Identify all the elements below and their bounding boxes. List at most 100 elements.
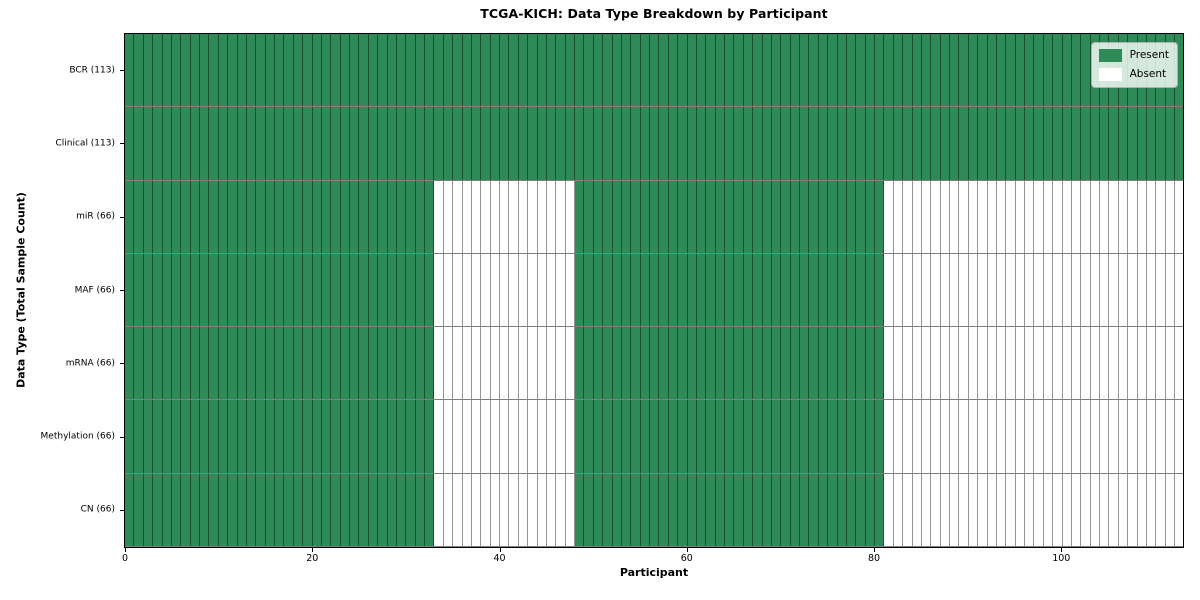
heatmap-cell-absent [546,473,557,546]
heatmap-cell-absent [950,327,960,400]
heatmap-cell-present [650,180,660,253]
heatmap-cell-present [200,473,210,546]
heatmap-cell-present [396,400,407,473]
heatmap-cell-present [678,253,688,327]
heatmap-cell-present [340,180,350,253]
heatmap-cell-present [171,253,182,327]
heatmap-cell-absent [1137,400,1147,473]
heatmap-cell-present [753,107,763,180]
heatmap-cell-absent [1053,473,1063,546]
heatmap-cell-present [687,253,697,327]
heatmap-cell-present [603,253,613,327]
heatmap-cell-present [631,473,641,546]
heatmap-cell-present [331,180,341,253]
heatmap-cell-present [293,34,304,107]
heatmap-cell-present [725,400,735,473]
heatmap-cell-absent [1043,180,1054,253]
heatmap-cell-present [406,180,416,253]
heatmap-cell-absent [1118,473,1129,546]
heatmap-cell-present [706,400,716,473]
heatmap-cell-present [200,253,210,327]
heatmap-cell-present [818,473,829,546]
heatmap-cell-present [640,180,650,253]
heatmap-cell-absent [443,253,454,327]
heatmap-cell-absent [434,327,444,400]
heatmap-cell-present [340,400,350,473]
heatmap-cell-present [200,180,210,253]
heatmap-cell-absent [462,253,472,327]
heatmap-cell-present [912,107,922,180]
heatmap-cell-absent [434,253,444,327]
heatmap-cell-absent [996,400,1007,473]
heatmap-cell-absent [884,473,894,546]
heatmap-cell-present [678,400,688,473]
heatmap-cell-present [378,253,388,327]
heatmap-cell-absent [1156,180,1166,253]
heatmap-cell-present [678,180,688,253]
heatmap-cell-present [1137,107,1147,180]
heatmap-cell-absent [921,180,932,253]
heatmap-cell-present [143,34,154,107]
heatmap-cell-present [856,327,866,400]
heatmap-cell-present [771,34,782,107]
heatmap-cell-present [275,34,285,107]
heatmap-cell-absent [546,327,557,400]
heatmap-cell-present [1006,107,1016,180]
heatmap-cell-absent [518,400,529,473]
heatmap-cell-absent [565,400,575,473]
heatmap-cell-present [659,180,669,253]
heatmap-cell-present [837,327,847,400]
heatmap-cell-absent [443,327,454,400]
heatmap-cell-present [1118,107,1129,180]
heatmap-cell-absent [500,253,510,327]
heatmap-cell-absent [528,253,538,327]
y-tick-label: BCR (113) [69,65,115,76]
heatmap-cell-present [781,107,791,180]
heatmap-cell-present [237,107,247,180]
heatmap-cell-present [228,107,238,180]
heatmap-cell-present [153,180,163,253]
heatmap-cell-absent [1006,253,1016,327]
heatmap-cell-present [781,253,791,327]
heatmap-cell-present [237,34,247,107]
heatmap-cell-present [284,473,294,546]
heatmap-cell-present [162,400,172,473]
y-tick-mark [120,436,124,438]
heatmap-cell-present [425,327,435,400]
heatmap-cell-present [771,180,782,253]
heatmap-cell-present [143,327,154,400]
heatmap-cell-present [303,253,313,327]
heatmap-cell-present [162,180,172,253]
heatmap-cell-present [359,34,369,107]
heatmap-cell-absent [528,473,538,546]
heatmap-cell-present [1043,107,1054,180]
heatmap-cell-present [368,180,379,253]
heatmap-cell-present [425,34,435,107]
heatmap-cell-present [631,400,641,473]
heatmap-cell-present [790,34,800,107]
heatmap-cell-present [809,34,819,107]
heatmap-cell-absent [1165,400,1175,473]
heatmap-cell-absent [453,473,463,546]
heatmap-cell-present [181,107,191,180]
heatmap-cell-present [256,107,266,180]
heatmap-cell-absent [1175,473,1184,546]
heatmap-cell-absent [1025,473,1035,546]
heatmap-cell-present [218,400,229,473]
heatmap-cell-present [293,400,304,473]
heatmap-cell-present [153,327,163,400]
heatmap-cell-present [284,400,294,473]
heatmap-cell-present [743,400,754,473]
heatmap-cell-absent [884,327,894,400]
heatmap-cell-absent [1043,253,1054,327]
heatmap-cell-present [781,473,791,546]
heatmap-cell-present [612,473,622,546]
heatmap-cell-present [565,107,575,180]
heatmap-cell-present [800,180,810,253]
heatmap-cell-absent [443,400,454,473]
heatmap-cell-present [190,473,200,546]
heatmap-cell-present [181,400,191,473]
heatmap-cell-present [537,107,547,180]
heatmap-cell-present [837,107,847,180]
heatmap-cell-present [143,180,154,253]
